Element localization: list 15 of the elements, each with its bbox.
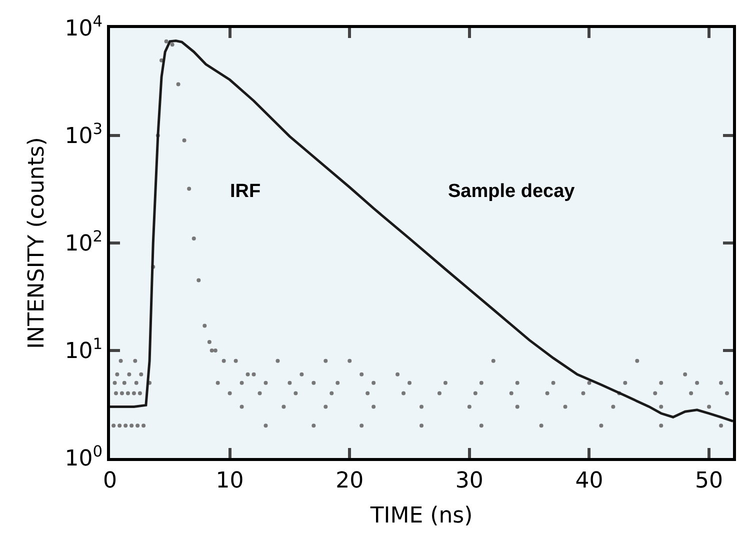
- x-tick-label: 40: [575, 468, 604, 494]
- y-tick-label: 10$^{2}$: [64, 227, 103, 257]
- x-tick-label: 30: [455, 468, 484, 494]
- x-tick-label: 0: [103, 468, 117, 494]
- x-tick-label: 50: [695, 468, 724, 494]
- y-tick-label: 10$^{0}$: [64, 442, 103, 472]
- y-tick-label: 10$^{1}$: [64, 334, 103, 364]
- y-axis-title: INTENSITY (counts): [24, 137, 50, 349]
- annotation: IRF: [230, 181, 261, 202]
- annotation: Sample decay: [448, 181, 576, 202]
- y-tick-label: 10$^{3}$: [64, 120, 103, 150]
- y-tick-label: 10$^{4}$: [64, 12, 103, 42]
- x-tick-label: 10: [216, 468, 244, 494]
- x-tick-label: 20: [336, 468, 364, 494]
- x-axis-title: TIME (ns): [369, 503, 473, 528]
